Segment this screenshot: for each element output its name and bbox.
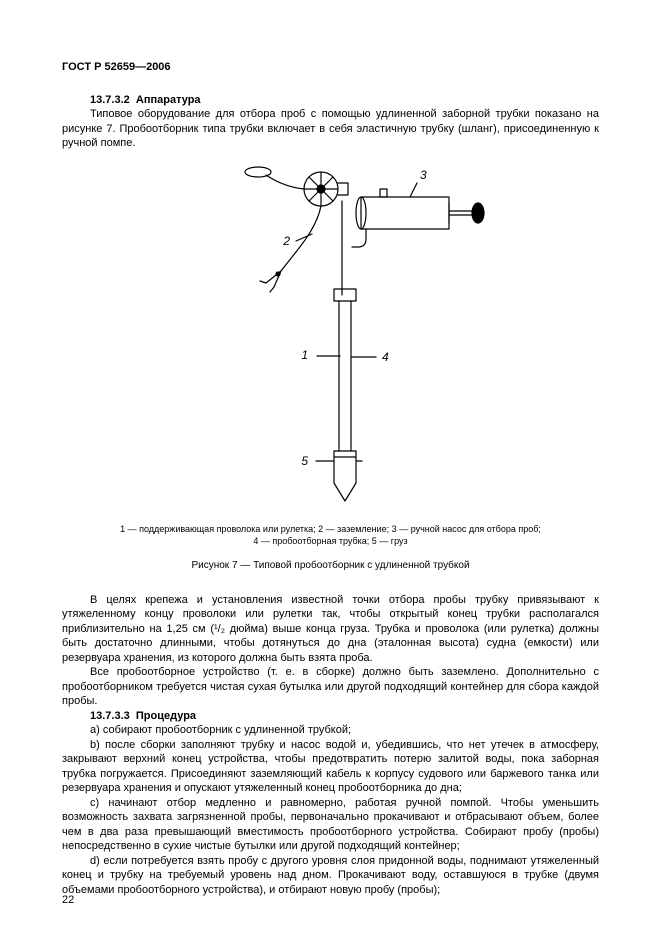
page-number: 22 <box>62 893 74 908</box>
fig-label-1: 1 <box>301 348 308 362</box>
section-13-7-3-2-paragraph: Типовое оборудование для отбора проб с п… <box>62 107 599 151</box>
figure-7-legend: 1 — поддерживающая проволока или рулетка… <box>62 523 599 547</box>
procedure-item-c: c) начинают отбор медленно и равномерно,… <box>62 796 599 854</box>
procedure-item-a: a) собирают пробоотборник с удлиненной т… <box>62 723 599 738</box>
section-13-7-3-3-heading: 13.7.3.3 Процедура <box>62 709 599 724</box>
figure-7: 1 2 3 4 5 1 — поддерживающая проволока и… <box>62 161 599 573</box>
section-13-7-3-2-heading: 13.7.3.2 Аппаратура <box>62 93 599 108</box>
section-number: 13.7.3.3 <box>90 710 130 722</box>
fig-label-4: 4 <box>382 350 389 364</box>
section-number: 13.7.3.2 <box>90 94 130 106</box>
procedure-item-b: b) после сборки заполняют трубку и насос… <box>62 738 599 796</box>
paragraph-attachment: В целях крепежа и установления известной… <box>62 593 599 666</box>
figure-7-legend-line2: 4 — пробоотборная трубка; 5 — груз <box>62 535 599 547</box>
document-id: ГОСТ Р 52659—2006 <box>62 60 599 75</box>
section-title: Процедура <box>136 710 196 722</box>
figure-7-caption: Рисунок 7 — Типовой пробоотборник с удли… <box>62 559 599 572</box>
procedure-item-d: d) если потребуется взять пробу с другог… <box>62 854 599 898</box>
paragraph-grounding: Все пробоотборное устройство (т. е. в сб… <box>62 665 599 709</box>
figure-7-svg: 1 2 3 4 5 <box>166 161 496 511</box>
fig-label-3: 3 <box>420 168 427 182</box>
figure-7-legend-line1: 1 — поддерживающая проволока или рулетка… <box>62 523 599 535</box>
fig-label-5: 5 <box>301 454 308 468</box>
fig-label-2: 2 <box>282 234 290 248</box>
section-title: Аппаратура <box>136 94 201 106</box>
